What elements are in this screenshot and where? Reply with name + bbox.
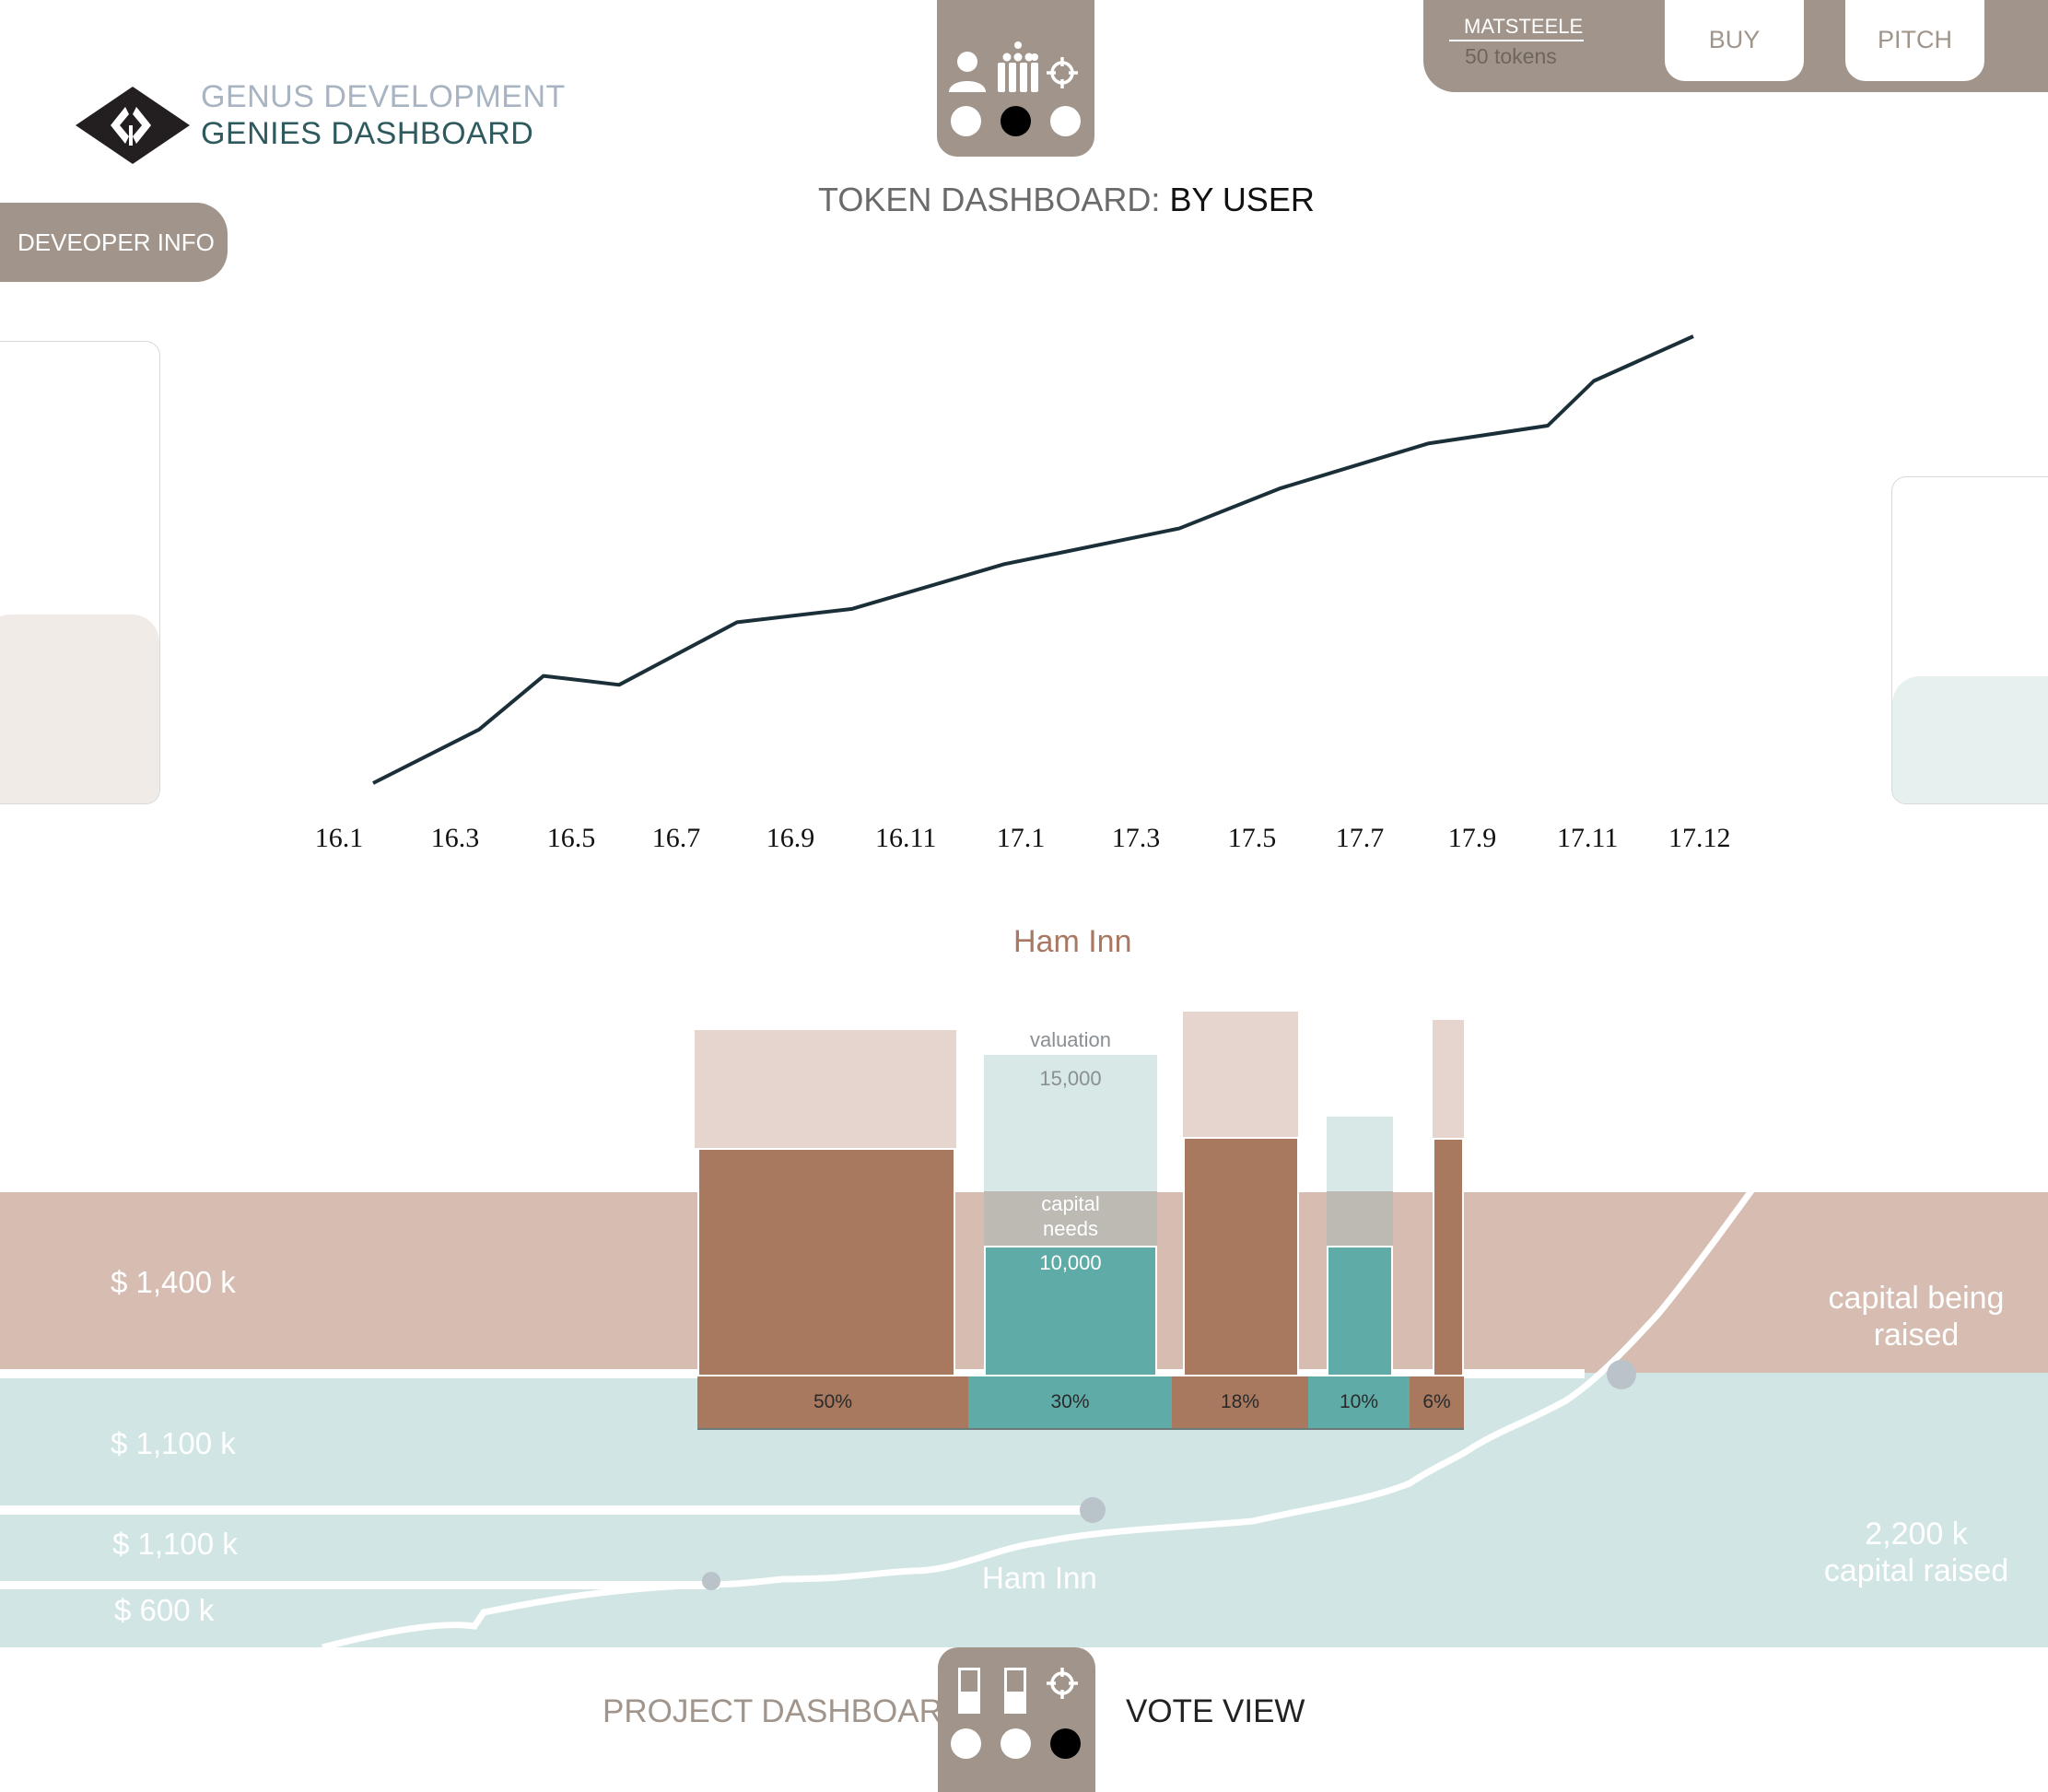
bar-toggle-icon[interactable] bbox=[1004, 1668, 1026, 1714]
view-switcher bbox=[937, 0, 1094, 157]
user-divider bbox=[1449, 40, 1584, 41]
view-dot-target[interactable] bbox=[1050, 106, 1081, 136]
x-tick-label: 16.3 bbox=[430, 823, 480, 853]
bar-5-valuation bbox=[1433, 1020, 1464, 1140]
ownership-share-strip: 50% 30% 18% 10% 6% bbox=[697, 1376, 1464, 1430]
project-dashboard-link[interactable]: PROJECT DASHBOARD bbox=[603, 1693, 966, 1729]
right-panel-fill bbox=[1892, 676, 2048, 803]
x-tick-label: 17.11 bbox=[1557, 823, 1619, 853]
label-1400k: $ 1,400 k bbox=[111, 1265, 236, 1299]
bar-5-capital bbox=[1433, 1138, 1464, 1376]
right-side-panel[interactable] bbox=[1891, 476, 2048, 804]
valuation-label: valuation bbox=[1029, 1028, 1112, 1051]
left-panel-fill bbox=[0, 615, 159, 803]
bar-4-overlap bbox=[1327, 1191, 1393, 1246]
dashboard-title-suffix: BY USER bbox=[1169, 181, 1315, 218]
share-segment[interactable]: 18% bbox=[1172, 1376, 1308, 1428]
x-tick-label: 16.7 bbox=[651, 823, 701, 853]
x-tick-label: 17.12 bbox=[1668, 823, 1731, 853]
bar-3-capital bbox=[1183, 1137, 1299, 1376]
share-segment[interactable]: 50% bbox=[697, 1376, 968, 1428]
x-tick-label: 17.5 bbox=[1227, 823, 1277, 853]
bar-2-overlap bbox=[984, 1191, 1157, 1246]
pitch-button[interactable]: PITCH bbox=[1845, 0, 1984, 81]
x-tick-label: 17.7 bbox=[1335, 823, 1385, 853]
token-series-line bbox=[372, 334, 1694, 785]
valuation-value: 15,000 bbox=[1039, 1067, 1102, 1090]
user-name: MATSTEELE bbox=[1464, 15, 1584, 38]
person-icon[interactable] bbox=[946, 50, 989, 94]
buy-button[interactable]: BUY bbox=[1665, 0, 1804, 81]
x-tick-label: 17.1 bbox=[996, 823, 1046, 853]
brand-line-1: GENUS DEVELOPMENT bbox=[201, 79, 566, 114]
x-tick-label: 16.1 bbox=[314, 823, 364, 853]
x-tick-label: 17.3 bbox=[1111, 823, 1161, 853]
logo bbox=[74, 85, 193, 166]
label-1100k-b: $ 1,100 k bbox=[112, 1527, 238, 1561]
project-title: Ham Inn bbox=[1013, 924, 1132, 959]
dashboard-title-prefix: TOKEN DASHBOARD: bbox=[818, 181, 1161, 218]
developer-info-button[interactable]: DEVEOPER INFO bbox=[0, 203, 228, 282]
view-dot-group[interactable] bbox=[1001, 106, 1031, 136]
label-1100k-a: $ 1,100 k bbox=[111, 1426, 236, 1460]
capital-growth-line bbox=[322, 1179, 1762, 1651]
bottom-dot-1[interactable] bbox=[951, 1728, 981, 1759]
bottom-dot-3[interactable] bbox=[1050, 1728, 1081, 1759]
capital-needs-label: capital needs bbox=[1041, 1192, 1100, 1240]
user-token-balance: 50 tokens bbox=[1465, 44, 1557, 68]
band-line-1100 bbox=[0, 1505, 1087, 1515]
brand-line-2: GENIES DASHBOARD bbox=[201, 116, 534, 151]
x-tick-label: 16.5 bbox=[546, 823, 596, 853]
bar-2-capital bbox=[984, 1246, 1157, 1376]
x-tick-label: 16.11 bbox=[875, 823, 937, 853]
bar-4-capital bbox=[1327, 1246, 1393, 1376]
view-dot-user[interactable] bbox=[951, 106, 981, 136]
group-icon[interactable] bbox=[994, 41, 1042, 94]
capital-being-raised-label: capital being raised bbox=[1828, 1281, 2005, 1353]
bottom-view-switcher bbox=[938, 1647, 1095, 1792]
milestone-dot-3[interactable] bbox=[702, 1572, 720, 1590]
bar-toggle-icon[interactable] bbox=[958, 1668, 980, 1714]
vote-view-link[interactable]: VOTE VIEW bbox=[1126, 1693, 1305, 1729]
share-segment[interactable]: 10% bbox=[1308, 1376, 1410, 1428]
target-icon[interactable] bbox=[1045, 55, 1080, 90]
gd-diamond-logo-icon bbox=[76, 87, 190, 164]
capital-raised-amount: 2,200 k bbox=[1865, 1517, 1968, 1552]
band-project-label: Ham Inn bbox=[982, 1561, 1097, 1595]
target-icon[interactable] bbox=[1045, 1666, 1080, 1701]
milestone-dot-2[interactable] bbox=[1080, 1497, 1106, 1523]
share-segment[interactable]: 6% bbox=[1410, 1376, 1464, 1428]
x-tick-label: 17.9 bbox=[1447, 823, 1497, 853]
x-tick-label: 16.9 bbox=[766, 823, 815, 853]
bottom-dot-2[interactable] bbox=[1001, 1728, 1031, 1759]
milestone-dot-1[interactable] bbox=[1607, 1360, 1636, 1389]
band-line-600 bbox=[0, 1581, 719, 1589]
bar-3-valuation bbox=[1183, 1012, 1298, 1137]
token-line-chart bbox=[372, 334, 1694, 785]
capital-raised-label: capital raised bbox=[1823, 1553, 2009, 1588]
label-600k: $ 600 k bbox=[114, 1593, 215, 1627]
share-segment[interactable]: 30% bbox=[968, 1376, 1172, 1428]
dashboard-title: TOKEN DASHBOARD: BY USER bbox=[818, 181, 1315, 219]
bar-1-capital bbox=[697, 1148, 955, 1376]
capital-needs-value: 10,000 bbox=[1039, 1251, 1102, 1274]
bar-1-valuation bbox=[695, 1030, 956, 1148]
left-side-panel[interactable] bbox=[0, 341, 160, 804]
